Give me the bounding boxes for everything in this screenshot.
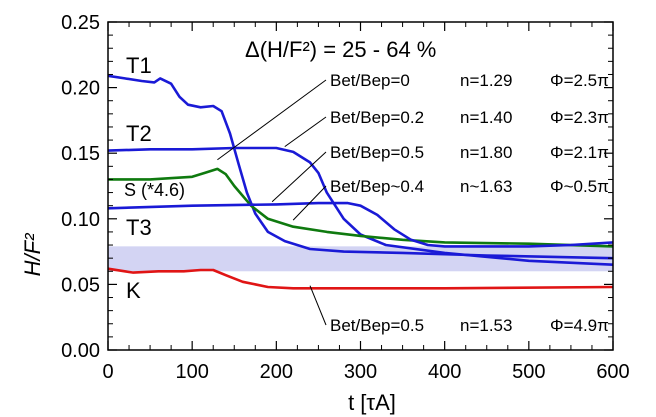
y-tick-label: 0.00: [61, 340, 100, 362]
series-label-s: S (*4.6): [124, 180, 185, 200]
series-label-t2: T2: [126, 121, 152, 146]
y-tick-label: 0.20: [61, 78, 100, 100]
series-label-t1: T1: [126, 53, 152, 78]
leader-line: [309, 285, 327, 326]
y-tick-label: 0.15: [61, 143, 100, 165]
annotation-row: Bet/Bep=0 n=1.29 Φ=2.5π: [330, 71, 609, 90]
leader-line: [217, 79, 327, 161]
x-tick-label: 100: [175, 361, 208, 383]
annotation-n: n=1.40: [460, 108, 512, 127]
annotation-n: n=1.80: [460, 143, 512, 162]
plot-area: 0 100 200 300 400 500 600 0.00 0.05 0.10 0.15 0.20 0…: [61, 12, 630, 383]
y-tick-label: 0.10: [61, 209, 100, 231]
annotation-n: n~1.63: [460, 177, 512, 196]
annotation-ratio: Bet/Bep~0.4: [330, 177, 424, 196]
annotation-row: Bet/Bep=0.5 n=1.53 Φ=4.9π: [330, 316, 609, 335]
y-tick-label: 0.05: [61, 274, 100, 296]
y-axis-label: H/F²: [20, 233, 45, 276]
series-line-2: [108, 167, 614, 248]
headline: Δ(H/F²) = 25 - 64 %: [245, 37, 436, 62]
series-label-k: K: [126, 278, 141, 303]
series-label-t3: T3: [126, 215, 152, 240]
annotation-phi: Φ~0.5π: [550, 177, 609, 196]
shaded-band: [108, 246, 613, 272]
annotation-ratio: Bet/Bep=0: [330, 71, 410, 90]
x-axis-label: t [τA]: [348, 390, 396, 415]
x-tick-label: 200: [260, 361, 293, 383]
y-tick-label: 0.25: [61, 12, 100, 34]
leader-line: [292, 185, 327, 221]
x-tick-label: 400: [428, 361, 461, 383]
annotation-row: Bet/Bep~0.4 n~1.63 Φ~0.5π: [330, 177, 609, 196]
annotation-phi: Φ=2.3π: [550, 108, 609, 127]
series-line-1: [107, 146, 614, 266]
leader-line: [284, 116, 327, 148]
annotation-phi: Φ=2.5π: [550, 71, 609, 90]
series-line-0: [107, 74, 614, 260]
series-line-3: [107, 201, 614, 248]
annotation-ratio: Bet/Bep=0.5: [330, 316, 424, 335]
series-line-4: [107, 267, 614, 290]
annotation-phi: Φ=4.9π: [550, 316, 609, 335]
annotation-phi: Φ=2.1π: [550, 143, 609, 162]
x-tick-label: 0: [102, 361, 113, 383]
annotation-ratio: Bet/Bep=0.5: [330, 143, 424, 162]
annotation-n: n=1.29: [460, 71, 512, 90]
x-tick-label: 500: [512, 361, 545, 383]
annotation-ratio: Bet/Bep=0.2: [330, 108, 424, 127]
x-tick-label: 600: [596, 361, 629, 383]
annotation-row: Bet/Bep=0.2 n=1.40 Φ=2.3π: [330, 108, 609, 127]
annotation-n: n=1.53: [460, 316, 512, 335]
annotation-row: Bet/Bep=0.5 n=1.80 Φ=2.1π: [330, 143, 609, 162]
x-tick-label: 300: [344, 361, 377, 383]
headline-text: Δ(H/F²) = 25 - 64 %: [245, 37, 436, 62]
leader-line: [271, 151, 327, 203]
